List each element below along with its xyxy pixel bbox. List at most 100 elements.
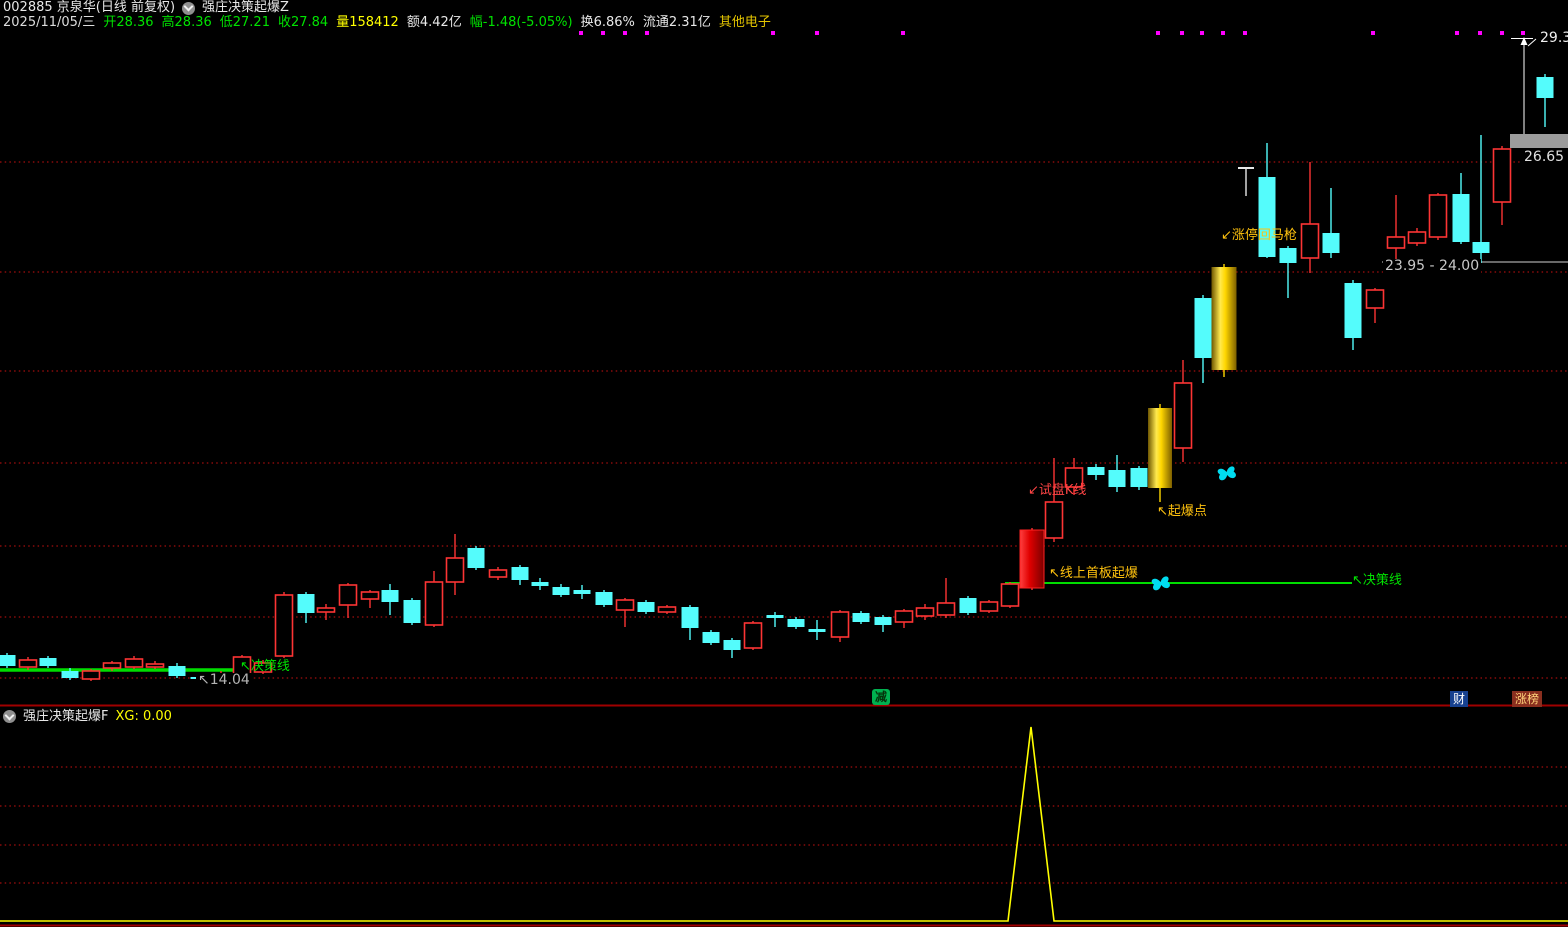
candle-up: [915, 607, 935, 617]
candle-down: [1258, 177, 1276, 257]
candle-up: [102, 662, 122, 669]
header-bar: 002885 京泉华(日线 前复权) 强庄决策起爆Z: [3, 1, 289, 15]
candle-down: [1472, 242, 1490, 253]
candle-gold: [1148, 408, 1172, 488]
candle-up: [1000, 583, 1020, 607]
info-gray-box: [1510, 134, 1568, 148]
jian-badge[interactable]: 减: [872, 689, 891, 705]
cai-badge[interactable]: 财: [1450, 691, 1469, 707]
candle-down: [702, 632, 720, 643]
candle-up: [124, 658, 144, 668]
signal-dot: [901, 31, 905, 35]
main-indicator-name[interactable]: 强庄决策起爆Z: [202, 0, 289, 15]
candle-down: [467, 548, 485, 568]
candle-up: [274, 594, 294, 657]
candle-down: [723, 640, 741, 650]
annotation-qibaodian: ↖起爆点: [1157, 504, 1207, 519]
signal-dot: [645, 31, 649, 35]
quote-info-field: 流通2.31亿: [642, 15, 711, 30]
candle-down: [531, 582, 549, 586]
candle-up: [1173, 382, 1193, 449]
chevron-down-icon[interactable]: [3, 710, 16, 723]
candle-up: [253, 662, 273, 673]
candle-up: [615, 599, 635, 611]
sub-indicator-header: 强庄决策起爆F XG: 0.00: [3, 709, 172, 724]
candle-up: [936, 602, 956, 616]
signal-dot: [579, 31, 583, 35]
candle-down: [1322, 233, 1340, 253]
quote-info-field: 2025/11/05/三: [3, 15, 96, 30]
candle-down: [1279, 248, 1297, 263]
candle-down: [552, 587, 570, 595]
candle-up: [360, 591, 380, 600]
candle-down: [1108, 470, 1126, 487]
signal-dot: [815, 31, 819, 35]
quote-info-field: 开28.36: [103, 15, 154, 30]
resistance-price-label: 26.65 - 27: [1522, 150, 1568, 165]
quote-info-field: 幅-1.48(-5.05%): [469, 15, 573, 30]
candle-up: [1428, 194, 1448, 238]
candle-down: [403, 600, 421, 623]
high-marker-pointer: [1527, 38, 1537, 47]
candle-up: [145, 663, 165, 668]
signal-dot: [1500, 31, 1504, 35]
candle-down: [573, 590, 591, 594]
candle-up: [1492, 148, 1512, 203]
candle-down: [1130, 468, 1148, 487]
candle-down: [959, 598, 977, 613]
annotation-juecexian-left: ↖决策线: [240, 659, 290, 674]
candle-down: [39, 658, 57, 666]
chevron-glyph: [183, 1, 194, 12]
high-marker-arrow: [1520, 37, 1528, 45]
candle-down: [168, 666, 186, 676]
low-price-label: ↖14.04: [196, 672, 252, 688]
signal-dot: [1521, 31, 1525, 35]
signal-dot: [1243, 31, 1247, 35]
candle-down: [1344, 283, 1362, 338]
candle-up: [1064, 467, 1084, 488]
candle-up: [18, 659, 38, 668]
signal-dot: [1180, 31, 1184, 35]
candle-down: [297, 594, 315, 613]
annotation-shipan-kxian: ↙试盘K线: [1028, 483, 1087, 498]
support-price-label: 23.95 - 24.00: [1383, 258, 1482, 274]
chevron-down-icon[interactable]: [182, 1, 196, 15]
annotation-xianshang-shouban-qibao: ↖线上首板起爆: [1049, 566, 1138, 581]
candle-up: [1365, 289, 1385, 309]
quote-info-field: 高28.36: [161, 15, 212, 30]
candle-down: [1087, 467, 1105, 475]
candle-down: [681, 607, 699, 628]
quote-info-field: 低27.21: [219, 15, 270, 30]
quote-info-field: 额4.42亿: [406, 15, 462, 30]
signal-dot: [1371, 31, 1375, 35]
quote-info-bar: 2025/11/05/三 开28.36 高28.36 低27.21 收27.84 量158…: [3, 16, 779, 30]
signal-dot: [1478, 31, 1482, 35]
candle-up: [894, 610, 914, 623]
candle-up: [316, 607, 336, 613]
butterfly-icon: [1217, 466, 1236, 481]
signal-dot: [1156, 31, 1160, 35]
annotation-zhangting-huimaqiang: ↙涨停回马枪: [1221, 228, 1297, 243]
high-price-label: 29.32: [1538, 31, 1568, 46]
annotation-juecexian-right: ↖决策线: [1352, 573, 1402, 588]
candle-up: [657, 606, 677, 613]
candle-down: [1194, 298, 1212, 358]
sub-indicator-name[interactable]: 强庄决策起爆F: [23, 709, 109, 724]
stock-title: 002885 京泉华(日线 前复权): [3, 0, 176, 15]
candle-down: [595, 592, 613, 605]
candle-up: [81, 670, 101, 680]
candle-up: [445, 557, 465, 583]
sub-indicator-value: XG: 0.00: [115, 709, 172, 724]
candle-up: [424, 581, 444, 626]
quote-info-field: 量158412: [336, 15, 399, 30]
signal-dot: [1455, 31, 1459, 35]
zhangbang-badge[interactable]: 涨榜: [1512, 691, 1543, 707]
candle-down: [61, 671, 79, 678]
sub-indicator-line: [0, 726, 1568, 922]
candle-up: [743, 622, 763, 649]
candle-redsolid: [1019, 529, 1045, 589]
candle-up: [1300, 223, 1320, 259]
